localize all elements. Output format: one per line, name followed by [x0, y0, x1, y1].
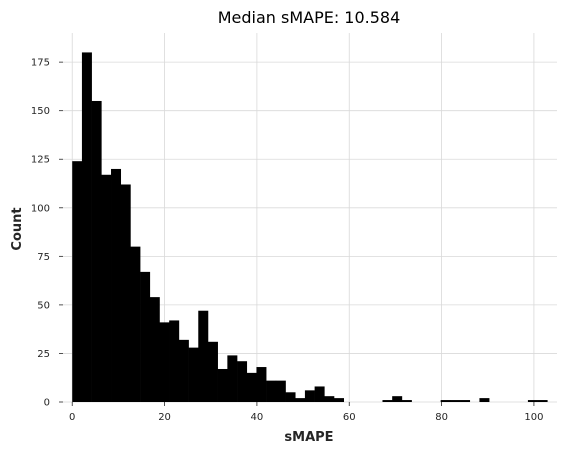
- histogram-bar: [450, 400, 461, 402]
- histogram-bar: [149, 297, 160, 402]
- histogram-bar: [72, 161, 83, 402]
- x-tick-label: 20: [158, 412, 171, 423]
- histogram-bar: [256, 367, 267, 402]
- histogram-bar: [188, 347, 199, 402]
- histogram-bar: [285, 392, 296, 402]
- x-axis-label: sMAPE: [284, 430, 333, 445]
- histogram-bar: [460, 400, 471, 402]
- x-tick-label: 60: [343, 412, 356, 423]
- y-axis-label: Count: [10, 207, 25, 250]
- y-tick-label: 0: [44, 398, 50, 409]
- histogram-bar: [198, 310, 209, 402]
- grid: [63, 33, 557, 403]
- chart-title: Median sMAPE: 10.584: [218, 8, 401, 27]
- histogram-bars: [72, 52, 548, 402]
- x-tick-label: 0: [69, 412, 75, 423]
- histogram-bar: [440, 400, 451, 402]
- histogram-bar: [237, 361, 248, 402]
- x-tick-label: 40: [251, 412, 264, 423]
- histogram-bar: [130, 246, 141, 402]
- histogram-bar: [140, 271, 151, 402]
- histogram-bar: [527, 400, 538, 402]
- histogram-bar: [382, 400, 393, 402]
- histogram-bar: [479, 398, 490, 402]
- histogram-bar: [324, 396, 335, 402]
- y-tick-label: 150: [31, 106, 50, 117]
- histogram-bar: [207, 341, 218, 402]
- histogram-bar: [120, 184, 131, 402]
- y-tick-label: 100: [31, 203, 50, 214]
- histogram-bar: [401, 400, 412, 402]
- histogram-bar: [81, 52, 92, 402]
- histogram-bar: [275, 380, 286, 402]
- histogram-bar: [304, 390, 315, 402]
- histogram-bar: [101, 174, 112, 402]
- histogram-bar: [266, 380, 277, 402]
- y-tick-label: 175: [31, 58, 50, 69]
- histogram-bar: [169, 320, 180, 402]
- histogram-bar: [246, 372, 257, 402]
- y-tick-label: 25: [37, 349, 50, 360]
- histogram-bar: [334, 398, 345, 402]
- histogram-bar: [295, 398, 306, 402]
- histogram-bar: [314, 386, 325, 402]
- y-axis-ticks: 0 25 50 75 100 125 150 175: [31, 58, 63, 409]
- x-axis-ticks: 0 20 40 60 80 100: [69, 402, 543, 423]
- y-tick-label: 125: [31, 155, 50, 166]
- histogram-bar: [178, 339, 189, 402]
- y-tick-label: 50: [37, 300, 50, 311]
- histogram-bar: [217, 368, 228, 402]
- x-tick-label: 100: [524, 412, 543, 423]
- histogram-bar: [392, 396, 403, 402]
- histogram-bar: [91, 100, 102, 402]
- histogram-bar: [537, 400, 548, 402]
- histogram-bar: [227, 355, 238, 402]
- y-tick-label: 75: [37, 252, 50, 263]
- x-tick-label: 80: [435, 412, 448, 423]
- histogram-bar: [111, 168, 122, 402]
- histogram-bar: [159, 322, 170, 402]
